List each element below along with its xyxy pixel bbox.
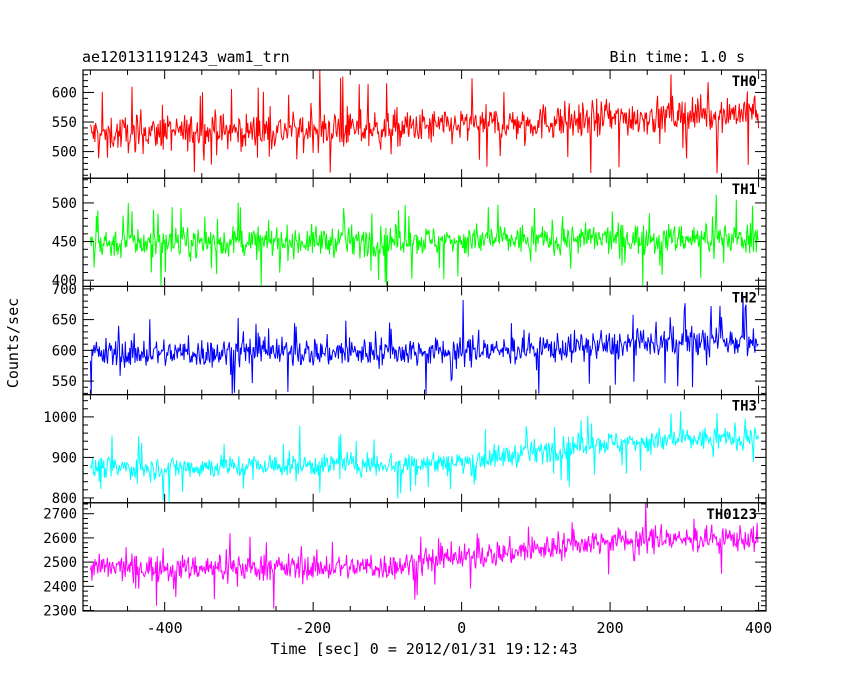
x-axis-label: Time [sec] 0 = 2012/01/31 19:12:43 bbox=[270, 640, 577, 658]
y-tick-label: 650 bbox=[52, 313, 77, 329]
bin-time-label: Bin time: 1.0 s bbox=[610, 48, 745, 66]
x-tick-label: 0 bbox=[457, 619, 466, 637]
series-line-th0123 bbox=[89, 502, 759, 609]
panels-group: 500 550 600 TH0 400 450 500 TH1 550 600 650 700 TH2 8… bbox=[43, 69, 772, 637]
x-tick-label: -200 bbox=[295, 619, 331, 637]
series-line-th2 bbox=[89, 297, 759, 395]
y-tick-label: 2400 bbox=[43, 579, 77, 595]
y-tick-label: 400 bbox=[52, 273, 77, 289]
y-tick-label: 500 bbox=[52, 196, 77, 212]
y-tick-label: 800 bbox=[52, 491, 77, 507]
y-tick-label: 550 bbox=[52, 115, 77, 131]
y-tick-label: 550 bbox=[52, 374, 77, 390]
y-tick-label: 2700 bbox=[43, 507, 77, 523]
y-tick-label: 700 bbox=[52, 282, 77, 298]
series-line-th3 bbox=[89, 411, 760, 503]
y-tick-label: 900 bbox=[52, 450, 77, 466]
y-tick-label: 600 bbox=[52, 343, 77, 359]
chart-title: ae120131191243_wam1_trn bbox=[82, 48, 290, 66]
y-tick-label: 450 bbox=[52, 235, 77, 251]
series-label-th0: TH0 bbox=[732, 74, 757, 90]
y-tick-label: 500 bbox=[52, 145, 77, 161]
y-tick-label: 600 bbox=[52, 85, 77, 101]
y-axis-label: Counts/sec bbox=[4, 298, 22, 388]
series-label-th1: TH1 bbox=[732, 182, 757, 198]
y-tick-label: 2300 bbox=[43, 604, 77, 620]
series-label-th0123: TH0123 bbox=[706, 507, 757, 523]
series-label-th3: TH3 bbox=[732, 399, 757, 415]
y-tick-label: 1000 bbox=[43, 410, 77, 426]
x-tick-label: 200 bbox=[597, 619, 624, 637]
series-line-th0 bbox=[89, 69, 760, 174]
x-tick-label: -400 bbox=[147, 619, 183, 637]
y-tick-label: 2600 bbox=[43, 531, 77, 547]
y-tick-label: 2500 bbox=[43, 555, 77, 571]
series-line-th1 bbox=[89, 194, 760, 287]
x-tick-label: 400 bbox=[745, 619, 772, 637]
series-label-th2: TH2 bbox=[732, 290, 757, 306]
